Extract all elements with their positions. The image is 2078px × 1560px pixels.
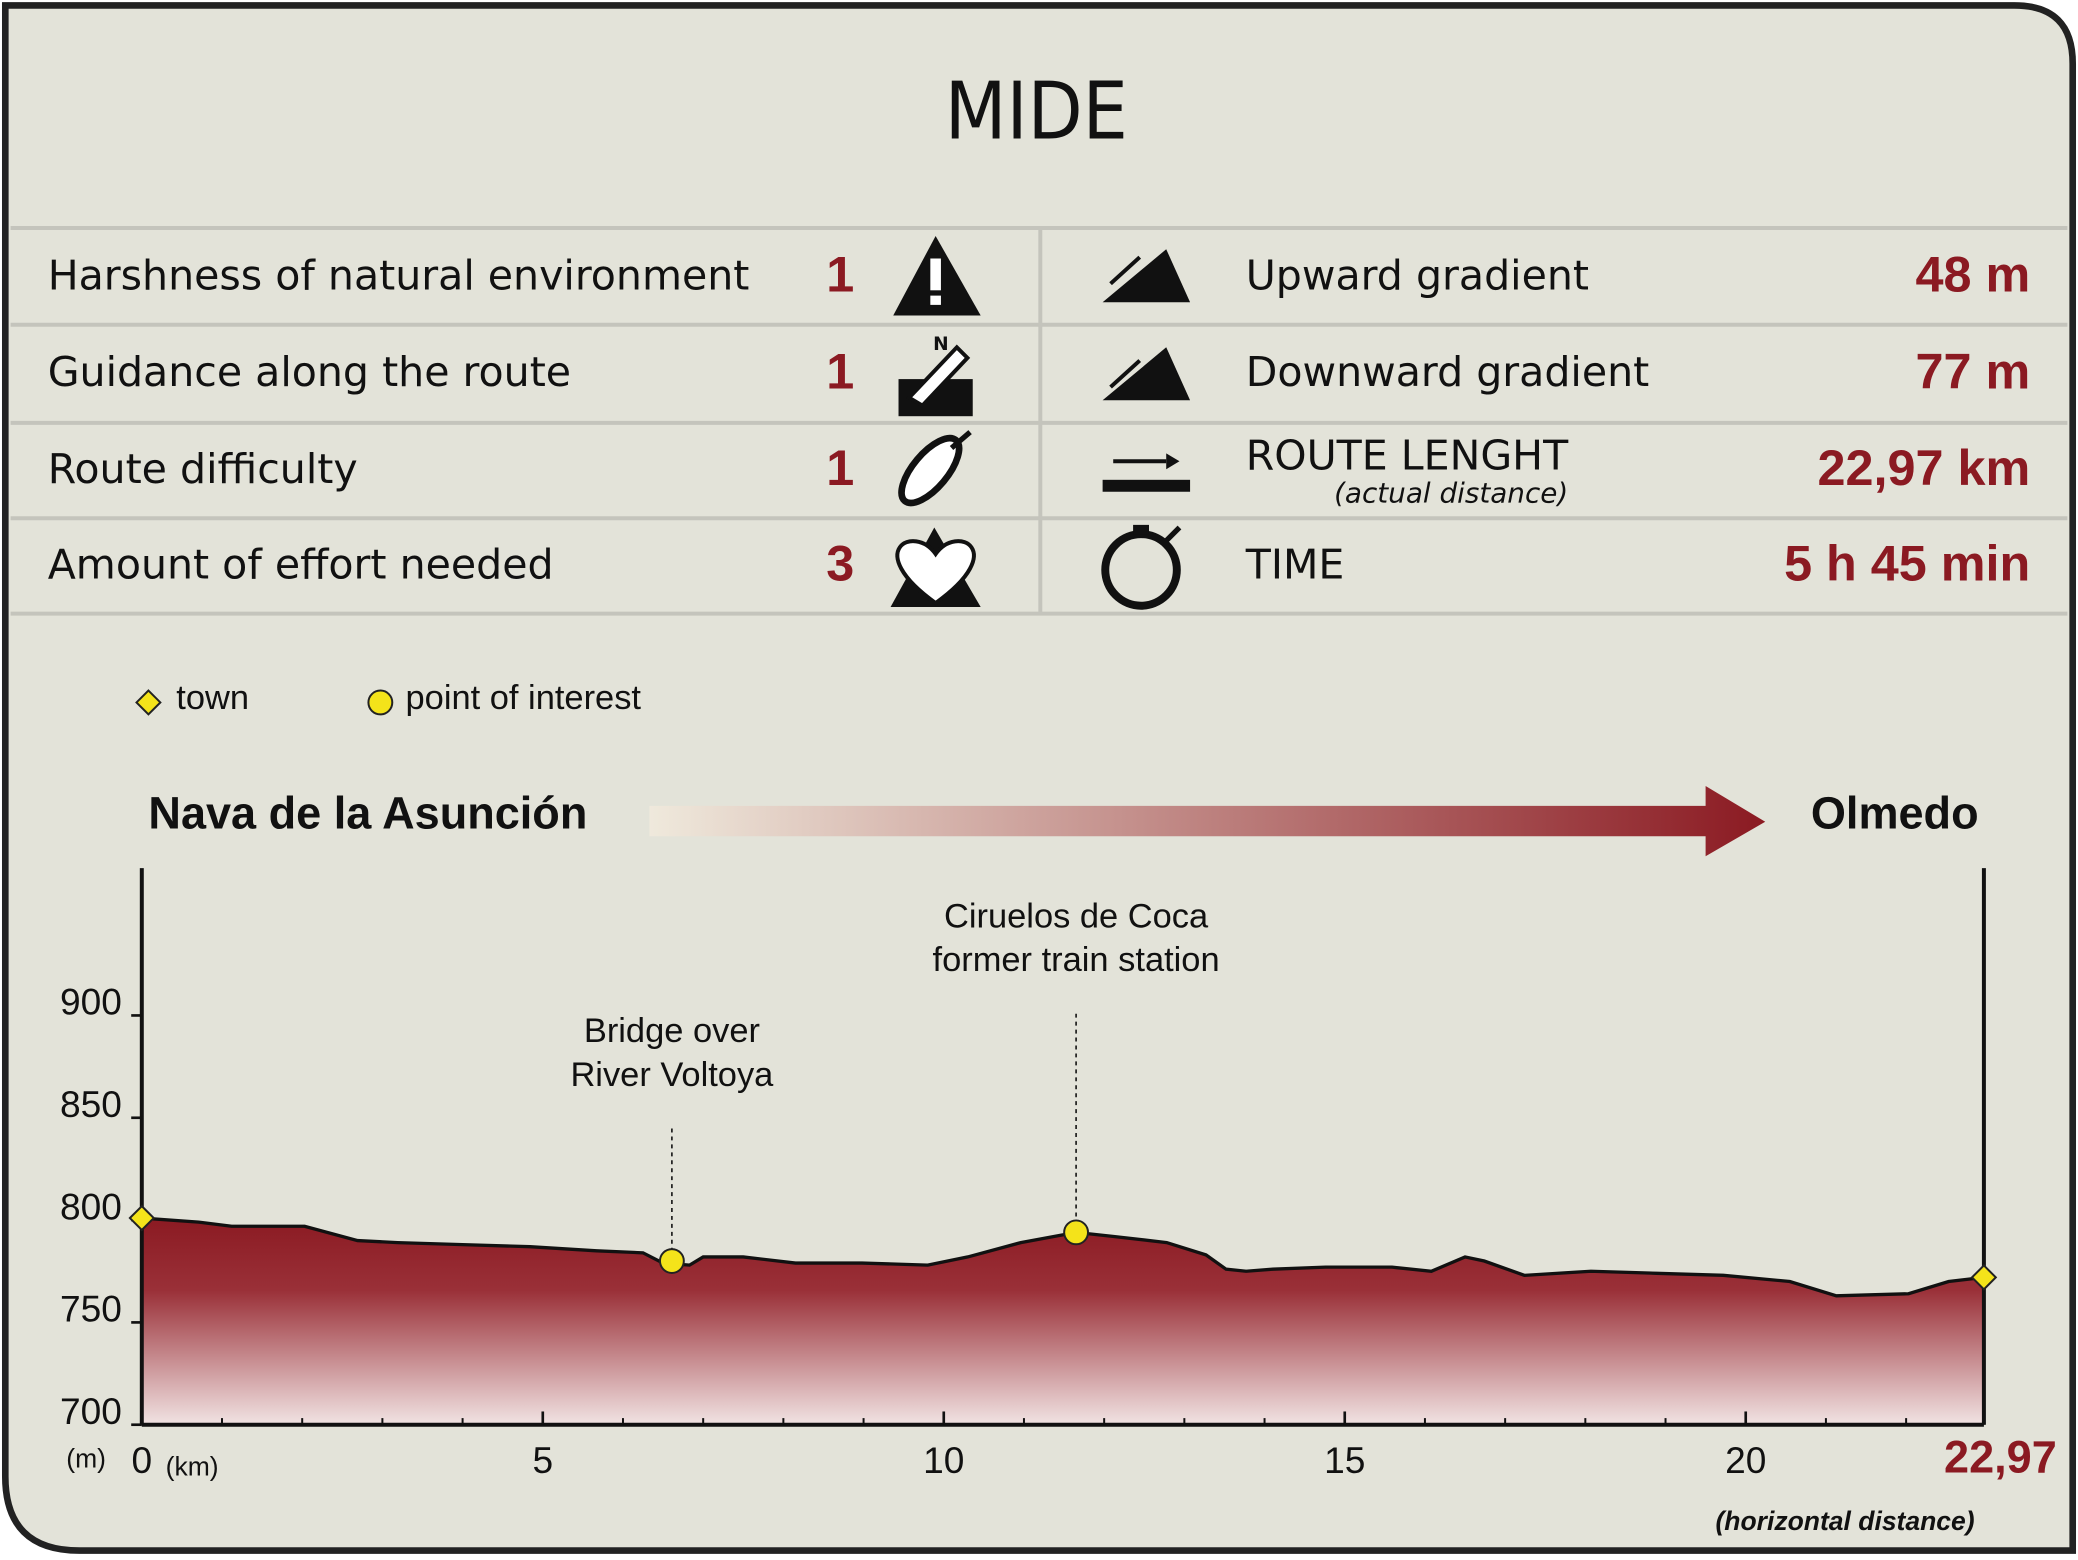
- route-end: Olmedo: [1811, 787, 1979, 838]
- mide-label: Harshness of natural environment: [48, 251, 750, 299]
- stat-value: 48 m: [1916, 246, 2031, 303]
- stat-label: Upward gradient: [1246, 251, 1589, 299]
- y-tick-label: 900: [60, 981, 122, 1023]
- svg-text:N: N: [933, 334, 949, 355]
- annotation-text: former train station: [933, 941, 1220, 979]
- stat-label: Downward gradient: [1246, 348, 1650, 396]
- legend-poi-marker: [367, 689, 394, 716]
- icons: N: [890, 235, 1191, 610]
- town-marker: [128, 1204, 156, 1232]
- poi-marker: [1063, 1219, 1090, 1246]
- x-tick-label: 10: [923, 1439, 964, 1481]
- x-unit: (km): [166, 1451, 219, 1481]
- x-label: (horizontal distance): [1715, 1506, 1974, 1536]
- mide-value: 3: [826, 535, 854, 592]
- mide-value: 1: [826, 246, 854, 303]
- legend-poi: point of interest: [406, 679, 642, 717]
- legend-town: town: [176, 679, 249, 717]
- y-tick-label: 800: [60, 1185, 122, 1227]
- x-tick-label: 5: [532, 1439, 553, 1481]
- annotation-text: Ciruelos de Coca: [944, 897, 1209, 935]
- stat-value: 77 m: [1916, 342, 2031, 399]
- direction-arrow: [649, 785, 1766, 857]
- town-marker: [1970, 1264, 1998, 1291]
- y-label: (m): [66, 1444, 106, 1474]
- stat-label: ROUTE LENGHT: [1246, 432, 1569, 480]
- mide-value: 1: [826, 342, 854, 399]
- y-tick-label: 750: [60, 1288, 122, 1330]
- table-lines: [10, 226, 2068, 616]
- route-start: Nava de la Asunción: [148, 787, 587, 838]
- mide-label: Amount of effort needed: [48, 540, 554, 588]
- profile-area: [141, 1218, 1984, 1425]
- y-tick-label: 850: [60, 1083, 122, 1125]
- stat-note: (actual distance): [1334, 476, 1568, 509]
- title: MIDE: [945, 65, 1128, 158]
- annotation-text: River Voltoya: [570, 1056, 774, 1094]
- x-tick-label: 0: [131, 1439, 152, 1481]
- stat-value: 22,97 km: [1818, 439, 2031, 496]
- profile-line: [141, 1216, 1985, 1298]
- y-tick-label: 700: [60, 1390, 122, 1432]
- stat-value: 5 h 45 min: [1784, 535, 2030, 592]
- stat-label: TIME: [1245, 540, 1345, 588]
- x-tick-label: 20: [1725, 1439, 1766, 1481]
- mide-value: 1: [826, 439, 854, 496]
- x-tick-label: 15: [1324, 1439, 1365, 1481]
- mide-label: Route difficulty: [48, 445, 358, 493]
- x-tick-label: 22,97: [1944, 1431, 2057, 1482]
- mide-label: Guidance along the route: [48, 348, 571, 396]
- annotation-text: Bridge over: [584, 1012, 760, 1050]
- poi-marker: [658, 1248, 685, 1274]
- legend-town-marker: [135, 689, 162, 716]
